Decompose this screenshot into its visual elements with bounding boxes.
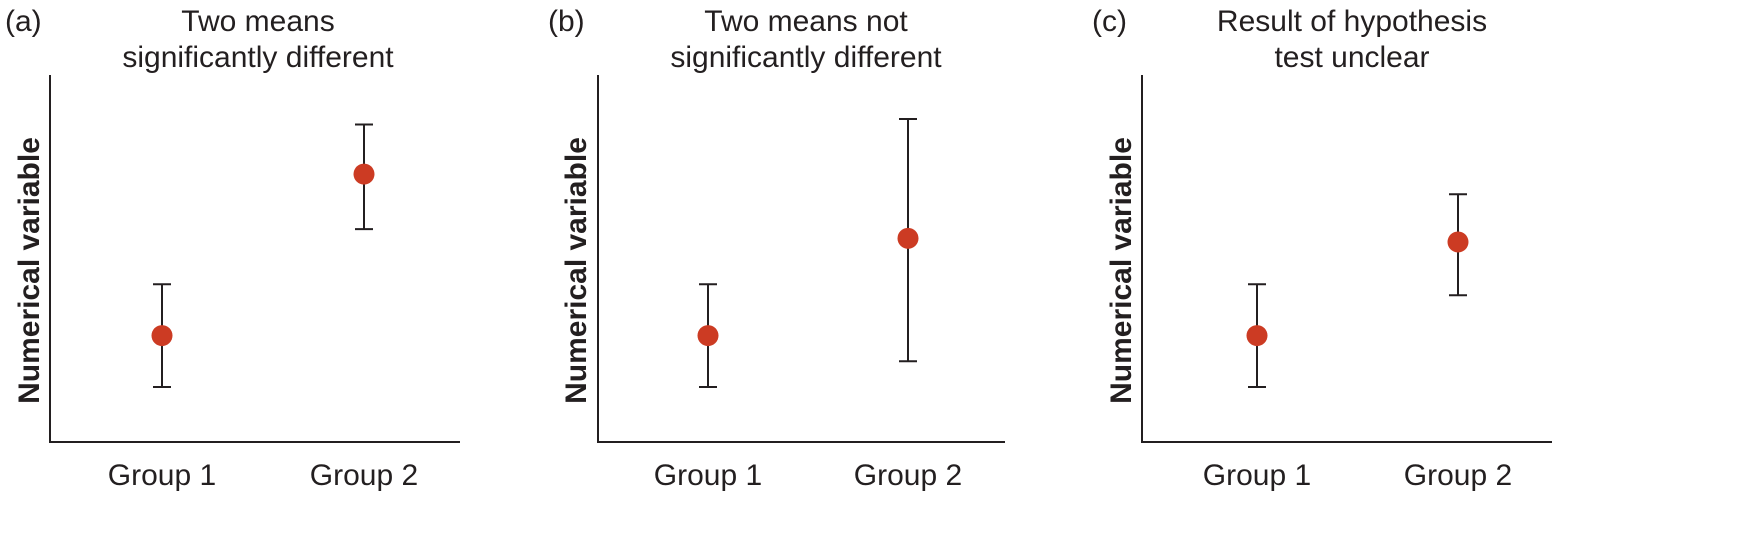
mean-point-group-2 (897, 227, 919, 249)
chart-title-line-1: Result of hypothesis (1217, 5, 1487, 38)
chart-title-line-2: test unclear (1274, 41, 1429, 74)
x-tick-label-group-2: Group 2 (1404, 459, 1512, 492)
axis-lines (1141, 75, 1552, 443)
mean-point-group-2 (1447, 231, 1469, 253)
chart-title-line-1: Two means not (704, 5, 908, 38)
mean-point-group-1 (151, 325, 173, 347)
chart-title-line-2: significantly different (670, 41, 942, 74)
axis-lines (597, 75, 1005, 443)
y-axis-label: Numerical variable (1105, 137, 1138, 404)
mean-point-group-1 (697, 325, 719, 347)
panel-label: (c) (1092, 5, 1127, 38)
chart-title-line-2: significantly different (122, 41, 394, 74)
mean-point-group-1 (1246, 325, 1268, 347)
x-tick-label-group-1: Group 1 (108, 459, 216, 492)
x-tick-label-group-2: Group 2 (854, 459, 962, 492)
panel-label: (a) (5, 5, 42, 38)
y-axis-label: Numerical variable (560, 137, 593, 404)
chart-title-line-1: Two means (181, 5, 334, 38)
x-tick-label-group-2: Group 2 (310, 459, 418, 492)
axis-lines (49, 75, 460, 443)
x-tick-label-group-1: Group 1 (1203, 459, 1311, 492)
y-axis-label: Numerical variable (13, 137, 46, 404)
x-tick-label-group-1: Group 1 (654, 459, 762, 492)
mean-point-group-2 (353, 163, 375, 185)
panel-label: (b) (548, 5, 585, 38)
